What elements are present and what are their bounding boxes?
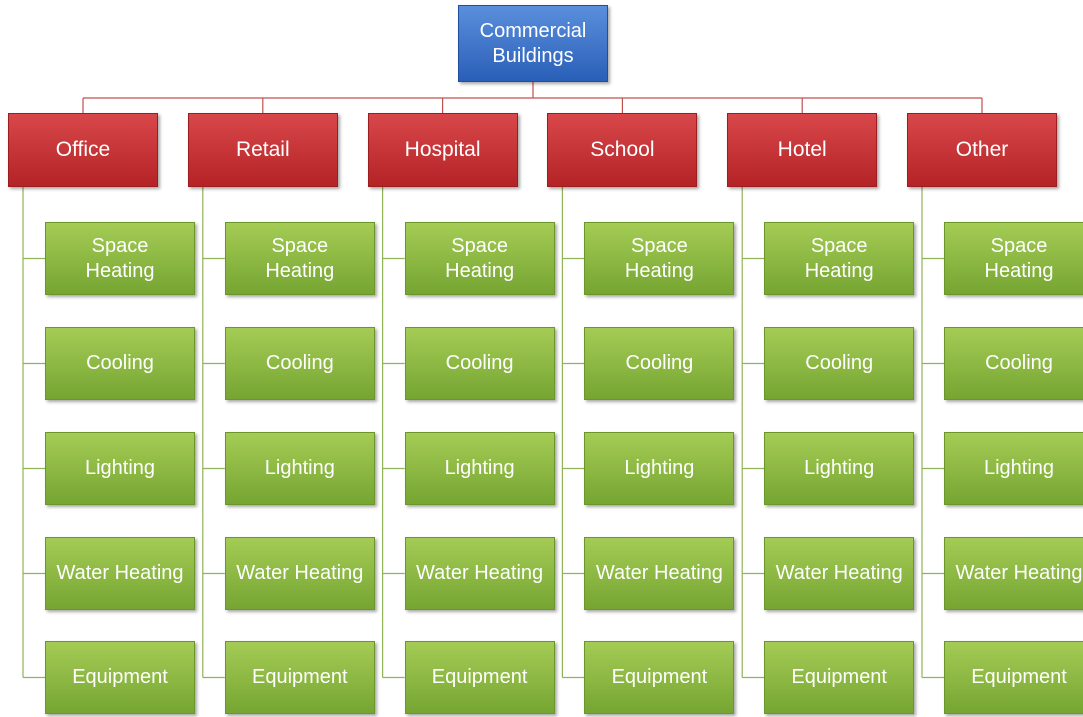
subcategory-node: Lighting bbox=[45, 432, 195, 505]
subcategory-node-label: Water Heating bbox=[236, 562, 364, 584]
subcategory-node: Water Heating bbox=[224, 537, 375, 610]
subcategory-node: Equipment bbox=[944, 641, 1083, 714]
subcategory-node-label: Space Heating bbox=[984, 234, 1054, 282]
subcategory-node-label: Water Heating bbox=[775, 562, 903, 584]
category-node-label: Office bbox=[55, 137, 111, 161]
subcategory-node-label: Lighting bbox=[983, 457, 1055, 479]
root-label: Commercial Buildings bbox=[479, 19, 587, 67]
category-node-label: Retail bbox=[235, 137, 290, 161]
subcategory-node: Lighting bbox=[404, 432, 555, 505]
subcategory-node-label: Water Heating bbox=[416, 562, 544, 584]
subcategory-node-label: Equipment bbox=[791, 666, 887, 688]
subcategory-node: Equipment bbox=[584, 641, 735, 714]
subcategory-node: Space Heating bbox=[764, 222, 915, 295]
subcategory-node: Equipment bbox=[764, 641, 915, 714]
subcategory-node-label: Space Heating bbox=[445, 234, 515, 282]
category-node: Hotel bbox=[727, 113, 878, 187]
subcategory-node-label: Water Heating bbox=[595, 562, 723, 584]
subcategory-node-label: Space Heating bbox=[624, 234, 694, 282]
subcategory-node-label: Cooling bbox=[625, 352, 694, 374]
subcategory-node: Cooling bbox=[764, 327, 915, 400]
subcategory-node-label: Lighting bbox=[444, 457, 515, 479]
subcategory-node: Equipment bbox=[224, 641, 375, 714]
subcategory-node-label: Space Heating bbox=[804, 234, 874, 282]
subcategory-node: Cooling bbox=[224, 327, 375, 400]
subcategory-node-label: Lighting bbox=[804, 457, 875, 479]
subcategory-node: Lighting bbox=[224, 432, 375, 505]
subcategory-node-label: Space Heating bbox=[85, 234, 155, 282]
subcategory-node-label: Cooling bbox=[445, 352, 514, 374]
subcategory-node-label: Equipment bbox=[72, 666, 168, 688]
subcategory-node-label: Equipment bbox=[611, 666, 708, 688]
category-node: Hospital bbox=[367, 113, 518, 187]
subcategory-node: Lighting bbox=[584, 432, 735, 505]
subcategory-node: Cooling bbox=[944, 327, 1083, 400]
subcategory-node: Water Heating bbox=[404, 537, 555, 610]
subcategory-node: Cooling bbox=[45, 327, 195, 400]
subcategory-node: Equipment bbox=[404, 641, 555, 714]
subcategory-node: Space Heating bbox=[224, 222, 375, 295]
subcategory-node-label: Cooling bbox=[265, 352, 334, 374]
subcategory-node: Water Heating bbox=[944, 537, 1083, 610]
subcategory-node-label: Water Heating bbox=[955, 562, 1083, 584]
subcategory-node: Space Heating bbox=[944, 222, 1083, 295]
subcategory-node-label: Cooling bbox=[985, 352, 1053, 374]
subcategory-node: Space Heating bbox=[404, 222, 555, 295]
category-node: Retail bbox=[187, 113, 338, 187]
root-node: Commercial Buildings bbox=[458, 5, 608, 82]
category-node: School bbox=[547, 113, 698, 187]
subcategory-node: Water Heating bbox=[45, 537, 195, 610]
category-node-label: Hospital bbox=[404, 137, 481, 161]
category-node: Other bbox=[907, 113, 1057, 187]
subcategory-node: Water Heating bbox=[764, 537, 915, 610]
subcategory-node-label: Space Heating bbox=[265, 234, 335, 282]
subcategory-node-label: Lighting bbox=[624, 457, 695, 479]
subcategory-node-label: Cooling bbox=[805, 352, 874, 374]
subcategory-node: Lighting bbox=[944, 432, 1083, 505]
subcategory-node: Space Heating bbox=[584, 222, 735, 295]
subcategory-node-label: Equipment bbox=[431, 666, 528, 688]
subcategory-node-label: Lighting bbox=[264, 457, 335, 479]
subcategory-node: Cooling bbox=[584, 327, 735, 400]
category-node-label: Hotel bbox=[777, 137, 827, 161]
subcategory-node: Space Heating bbox=[45, 222, 195, 295]
subcategory-node-label: Cooling bbox=[86, 352, 154, 374]
subcategory-node-label: Water Heating bbox=[56, 562, 184, 584]
category-node-label: School bbox=[590, 137, 655, 161]
subcategory-node: Lighting bbox=[764, 432, 915, 505]
subcategory-node: Equipment bbox=[45, 641, 195, 714]
category-node-label: Other bbox=[955, 137, 1009, 161]
subcategory-node: Cooling bbox=[404, 327, 555, 400]
subcategory-node-label: Lighting bbox=[84, 457, 156, 479]
subcategory-node: Water Heating bbox=[584, 537, 735, 610]
subcategory-node-label: Equipment bbox=[251, 666, 348, 688]
subcategory-node-label: Equipment bbox=[971, 666, 1067, 688]
category-node: Office bbox=[8, 113, 158, 187]
